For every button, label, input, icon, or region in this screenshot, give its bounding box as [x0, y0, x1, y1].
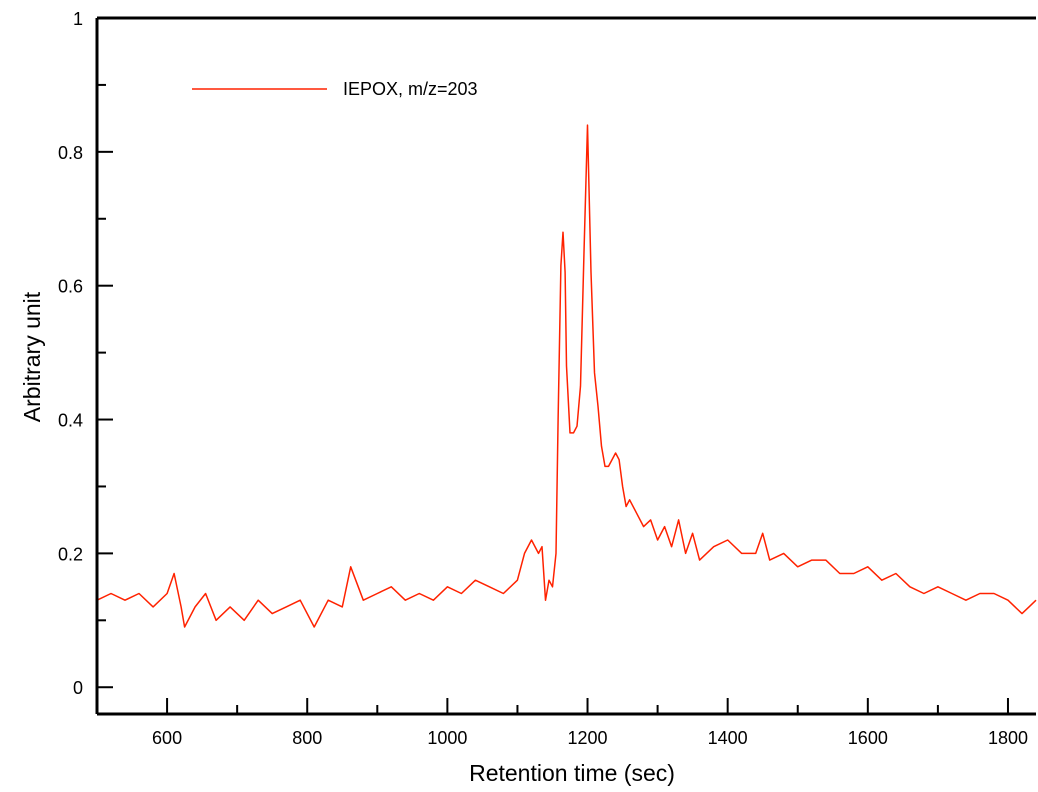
- legend-label: IEPOX, m/z=203: [343, 79, 478, 99]
- x-tick-label: 1600: [848, 728, 888, 748]
- x-tick-label: 1000: [427, 728, 467, 748]
- series-layer: [96, 124, 1037, 628]
- y-tick-label: 0.2: [58, 544, 83, 564]
- x-tick-label: 1400: [708, 728, 748, 748]
- y-axis-title: Arbitrary unit: [19, 291, 45, 422]
- y-tick-label: 1: [73, 9, 83, 29]
- axes-layer: [95, 16, 1036, 716]
- x-tick-label: 800: [292, 728, 322, 748]
- y-tick-label: 0: [73, 678, 83, 698]
- y-tick-label: 0.4: [58, 411, 83, 431]
- x-axis-title: Retention time (sec): [469, 760, 675, 786]
- x-tick-label: 1200: [567, 728, 607, 748]
- x-tick-label: 600: [152, 728, 182, 748]
- y-tick-label: 0.6: [58, 277, 83, 297]
- x-tick-label: 1800: [988, 728, 1028, 748]
- legend: IEPOX, m/z=203: [192, 79, 478, 99]
- series-line-0: [96, 124, 1037, 628]
- y-tick-label: 0.8: [58, 143, 83, 163]
- ticks-layer: 600 800 1000 1200 1400 1600 1800 0 0.2 0.4 0.6 0.8 1: [58, 9, 1028, 748]
